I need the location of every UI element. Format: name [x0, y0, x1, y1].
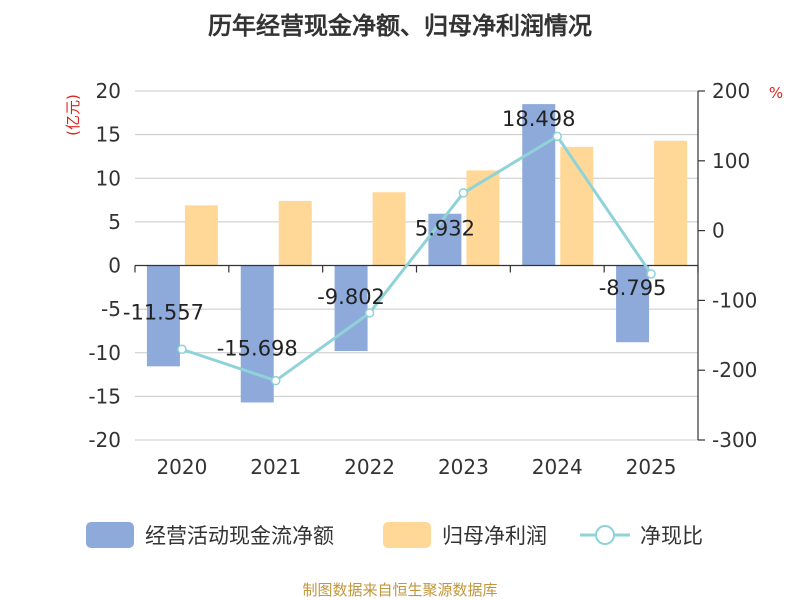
- y-left-tick: 5: [108, 210, 121, 234]
- net-profit-bar: [654, 140, 688, 266]
- x-tick: 2023: [438, 455, 489, 479]
- ratio-point: [552, 131, 562, 142]
- cash-flow-label: -15.698: [217, 336, 298, 360]
- ratio-point: [458, 188, 469, 198]
- cash-flow-bar: [522, 104, 556, 266]
- y-left-tick: 20: [96, 79, 121, 103]
- y-right-tick: -100: [712, 288, 757, 312]
- ratio-point: [364, 308, 375, 318]
- legend-label-net-profit: 归母净利润: [442, 524, 547, 548]
- footer-source: 制图数据来自恒生聚源数据库: [302, 581, 497, 599]
- chart-title: 历年经营现金净额、归母净利润情况: [208, 12, 592, 40]
- y-left-tick: 0: [108, 254, 121, 278]
- x-tick: 2025: [626, 455, 677, 479]
- legend-swatch-net-profit: [383, 522, 431, 548]
- ratio-series-line: [181, 134, 653, 383]
- y-left-tick: -20: [88, 428, 121, 452]
- y-left-tick: -15: [88, 384, 121, 408]
- ratio-line: [177, 131, 656, 386]
- legend-label-ratio: 净现比: [640, 524, 703, 548]
- legend-label-cash-flow: 经营活动现金流净额: [145, 524, 334, 548]
- x-tick: 2022: [344, 455, 395, 479]
- cash-flow-label: -11.557: [123, 300, 204, 324]
- ratio-point: [271, 375, 281, 386]
- y-right-tick: 0: [712, 219, 725, 243]
- y-left-tick: 15: [96, 123, 121, 147]
- cash-flow-bar: [428, 213, 462, 266]
- cash-flow-bar: [334, 265, 368, 352]
- legend: 经营活动现金流净额 归母净利润 净现比: [86, 522, 703, 548]
- net-profit-bar: [184, 205, 218, 266]
- net-profit-bar: [278, 200, 312, 266]
- axes: -20 -15 -10 -5 0 5 10 15 20 -300 -200 -100 0 100 200 20…: [88, 79, 757, 479]
- x-tick: 2024: [532, 455, 583, 479]
- cash-flow-bar: [240, 265, 274, 403]
- x-tick: 2021: [250, 455, 301, 479]
- cash-flow-label: 5.932: [415, 217, 475, 241]
- bars: [146, 104, 688, 403]
- y-left-tick: -5: [101, 297, 121, 321]
- y-left-tick: 10: [96, 166, 121, 190]
- legend-swatch-cash-flow: [86, 522, 134, 548]
- cash-flow-label: -9.802: [317, 285, 385, 309]
- data-labels: -11.557 -15.698 -9.802 5.932 18.498 -8.795: [123, 107, 667, 360]
- y-left-tick: -10: [88, 341, 121, 365]
- legend-marker-ratio: [595, 525, 615, 545]
- x-tick: 2020: [156, 455, 207, 479]
- cash-flow-label: 18.498: [502, 107, 575, 131]
- y-left-label: (亿元): [64, 94, 82, 136]
- net-profit-bar: [372, 192, 406, 266]
- y-right-tick: -300: [712, 428, 757, 452]
- ratio-point: [177, 344, 187, 355]
- y-right-label: %: [769, 84, 783, 102]
- y-right-tick: 200: [712, 79, 750, 103]
- cash-flow-bar: [616, 265, 650, 343]
- y-right-tick: -200: [712, 358, 757, 382]
- ratio-point: [646, 269, 656, 279]
- y-right-tick: 100: [712, 149, 750, 173]
- cash-flow-bar: [146, 265, 180, 367]
- cash-flow-label: -8.795: [599, 276, 667, 300]
- gridlines: [135, 90, 698, 441]
